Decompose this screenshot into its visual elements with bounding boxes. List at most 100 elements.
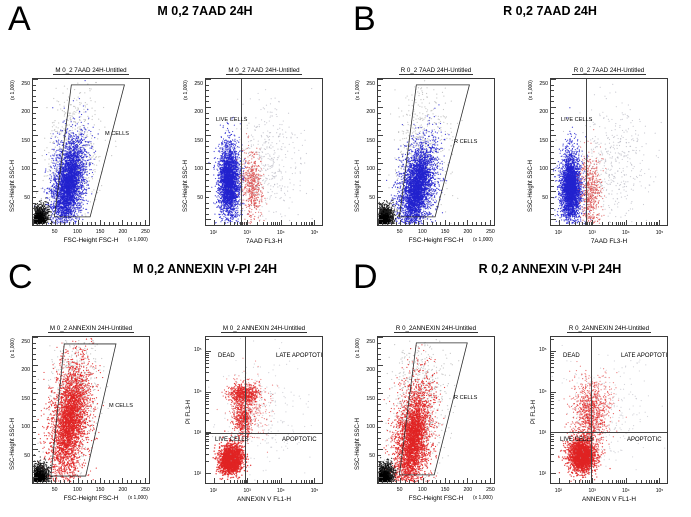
dot-cloud <box>378 80 470 225</box>
scatter-plot-a[interactable]: M CELLS M 0_2 7AAD 24H-Untitled <box>32 67 150 226</box>
x-axis-label: ANNEXIN V FL1-H <box>205 496 323 503</box>
vertical-gate-divider[interactable] <box>586 79 588 225</box>
y-tick-label: 10⁴ <box>539 389 547 395</box>
y-tick-label: 200 <box>19 109 30 115</box>
scatter-plot-c[interactable]: M CELLS M 0_2 ANNEXIN 24H-Untitled <box>32 325 150 484</box>
quadrant-divider-horizontal[interactable] <box>551 431 667 433</box>
dot-cloud <box>33 337 117 483</box>
quadrant-divider-horizontal[interactable] <box>206 432 322 434</box>
y-tick-label: 50 <box>364 453 375 459</box>
plot-title: R 0_2ANNEXIN 24H-Untitled <box>377 325 495 333</box>
x-tick-label: 250 <box>486 487 495 493</box>
y-tick-label: 250 <box>364 81 375 87</box>
y-axis-ticks <box>378 337 383 483</box>
x-tick-label: 10⁵ <box>311 230 319 236</box>
gate-polygon[interactable] <box>398 84 470 218</box>
x-tick-label: 200 <box>118 487 127 493</box>
y-tick-label: 10⁴ <box>194 389 202 395</box>
y-tick-label: 50 <box>19 195 30 201</box>
x-tick-label: 10² <box>555 488 562 494</box>
y-tick-label: 150 <box>364 138 375 144</box>
x-tick-label: 150 <box>441 229 450 235</box>
quadrant-label-late-apoptotic: LATE APOPTOTIC <box>276 353 322 359</box>
x-tick-label: 10² <box>210 230 217 236</box>
x-axis-multiplier: (x 1,000) <box>473 237 493 243</box>
x-tick-label: 100 <box>73 229 82 235</box>
y-tick-label: 10³ <box>194 430 201 436</box>
y-tick-label: 250 <box>537 81 548 87</box>
x-axis-label: FSC-Height FSC-H <box>32 237 150 244</box>
x-axis-ticks <box>33 220 149 225</box>
plot-frame: DEAD LATE APOPTOTIC LIVE CELLS APOPTOTIC <box>550 336 668 484</box>
y-axis-ticks <box>378 79 383 225</box>
panel-heading-d: R 0,2 ANNEXIN V-PI 24H <box>425 262 675 276</box>
x-tick-label: 50 <box>397 487 403 493</box>
quadrant-divider-vertical[interactable] <box>591 337 593 483</box>
quadrant-label-dead: DEAD <box>218 353 235 359</box>
quadrant-plot-d[interactable]: DEAD LATE APOPTOTIC LIVE CELLS APOPTOTIC R 0… <box>550 325 668 484</box>
x-axis-label: 7AAD FL3-H <box>205 238 323 245</box>
dot-cloud <box>378 339 468 483</box>
scatter-plot-b[interactable]: R CELLS R 0_2 7AAD 24H-Untitled <box>377 67 495 226</box>
x-tick-label: 10³ <box>244 488 251 494</box>
region-label-live-cells: LIVE CELLS <box>216 117 247 123</box>
y-tick-label: 10⁵ <box>539 347 547 353</box>
x-tick-label: 10² <box>555 230 562 236</box>
y-tick-label: 10² <box>539 471 546 477</box>
y-tick-label: 200 <box>192 109 203 115</box>
x-axis-ticks <box>551 478 667 483</box>
x-axis-multiplier: (x 1,000) <box>128 237 148 243</box>
plot-frame: R CELLS <box>377 78 495 226</box>
y-tick-label: 200 <box>537 109 548 115</box>
gate-polygon[interactable] <box>398 342 468 476</box>
y-tick-label: 100 <box>364 166 375 172</box>
x-axis-ticks <box>551 220 667 225</box>
quadrant-label-live-cells: LIVE CELLS <box>560 437 594 443</box>
y-axis-multiplier: (x 1,000) <box>10 80 16 100</box>
y-axis-multiplier: (x 1,000) <box>355 338 361 358</box>
vertical-gate-divider[interactable] <box>240 79 242 225</box>
x-tick-label: 100 <box>418 487 427 493</box>
y-axis-label: SSC-Height SSC-H <box>10 418 16 470</box>
x-tick-label: 10⁵ <box>311 488 319 494</box>
plot-title: M 0_2 ANNEXIN 24H-Untitled <box>32 325 150 333</box>
x-axis-label: FSC-Height FSC-H <box>32 495 150 502</box>
y-tick-label: 100 <box>192 166 203 172</box>
scatter-plot-d[interactable]: R CELLS R 0_2ANNEXIN 24H-Untitled <box>377 325 495 484</box>
x-axis-label: FSC-Height FSC-H <box>377 237 495 244</box>
y-axis-multiplier: (x 1,000) <box>355 80 361 100</box>
panel-letter-a: A <box>8 2 31 36</box>
x-tick-label: 200 <box>463 229 472 235</box>
y-tick-label: 150 <box>19 138 30 144</box>
x-tick-label: 150 <box>96 229 105 235</box>
y-tick-label: 150 <box>537 138 548 144</box>
quadrant-divider-vertical[interactable] <box>245 337 247 483</box>
quadrant-plot-c[interactable]: DEAD LATE APOPTOTIC LIVE CELLS APOPTOTIC M 0… <box>205 325 323 484</box>
y-axis-label: PI FL3-H <box>531 400 537 424</box>
x-tick-label: 10³ <box>589 230 596 236</box>
y-tick-label: 50 <box>364 195 375 201</box>
y-tick-label: 150 <box>19 396 30 402</box>
x-tick-label: 100 <box>418 229 427 235</box>
panel-b: B R 0,2 7AAD 24H R CELLS R 0_2 7AAD 24H-U… <box>345 0 690 258</box>
y-tick-label: 50 <box>537 195 548 201</box>
quadrant-label-dead: DEAD <box>563 353 580 359</box>
panel-heading-b: R 0,2 7AAD 24H <box>425 4 675 18</box>
panel-letter-c: C <box>8 260 33 294</box>
x-tick-label: 50 <box>397 229 403 235</box>
plot-frame: M CELLS <box>32 336 150 484</box>
panel-letter-d: D <box>353 260 378 294</box>
panel-c: C M 0,2 ANNEXIN V-PI 24H M CELLS M 0_2 AN… <box>0 258 345 516</box>
y-axis-ticks <box>551 79 556 225</box>
gate-label: M CELLS <box>109 403 133 409</box>
gate-polygon[interactable] <box>53 84 125 218</box>
fluorescence-plot-b[interactable]: LIVE CELLS R 0_2 7AAD 24H-Untitled <box>550 67 668 226</box>
plot-title: R 0_2ANNEXIN 24H-Untitled <box>550 325 668 333</box>
quadrant-label-apoptotic: APOPTOTIC <box>627 437 662 443</box>
y-axis-label: SSC-Height SSC-H <box>355 418 361 470</box>
gate-polygon[interactable] <box>50 343 117 477</box>
y-tick-label: 200 <box>364 109 375 115</box>
x-tick-label: 50 <box>52 487 58 493</box>
fluorescence-plot-a[interactable]: LIVE CELLS M 0_2 7AAD 24H-Untitled <box>205 67 323 226</box>
x-tick-label: 10⁵ <box>656 230 664 236</box>
